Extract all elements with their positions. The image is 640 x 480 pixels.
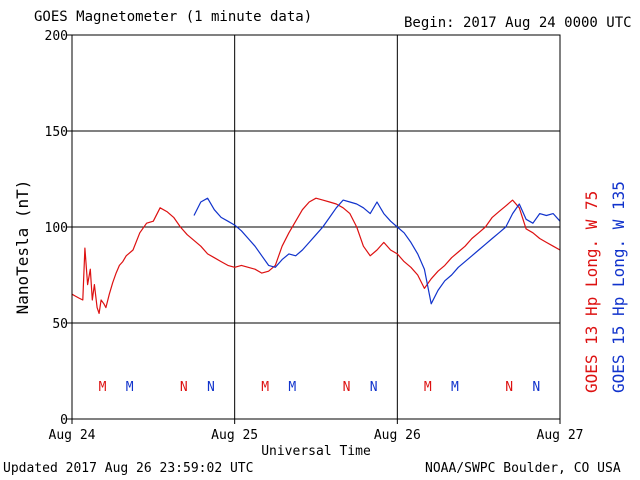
x-tick-label: Aug 25 [211, 428, 258, 443]
legend-goes15: GOES 15 Hp Long. W 135 [609, 181, 628, 393]
credit: NOAA/SWPC Boulder, CO USA [425, 461, 621, 476]
marker-n: N [505, 380, 513, 395]
marker-m: M [261, 380, 269, 395]
y-tick-label: 50 [52, 317, 68, 332]
begin-time: Begin: 2017 Aug 24 0000 UTC [404, 15, 632, 31]
marker-m: M [288, 380, 296, 395]
axes: 0 50 100 150 200 Aug 24 Aug 25 Aug 26 Aug 27 [45, 29, 584, 443]
series-lines [71, 197, 561, 314]
series-line-goes13 [71, 197, 561, 314]
marker-m: M [451, 380, 459, 395]
series-line-goes15 [193, 197, 561, 305]
marker-n: N [532, 380, 540, 395]
x-tick-label: Aug 26 [374, 428, 421, 443]
x-tick-label: Aug 24 [49, 428, 96, 443]
updated-time: Updated 2017 Aug 26 23:59:02 UTC [3, 461, 254, 476]
y-tick-label: 150 [45, 125, 68, 140]
x-axis-label: Universal Time [261, 444, 371, 459]
marker-n: N [370, 380, 378, 395]
marker-n: N [207, 380, 215, 395]
y-tick-label: 0 [60, 413, 68, 428]
y-axis-label: NanoTesla (nT) [13, 180, 32, 315]
marker-m: M [424, 380, 432, 395]
grid [72, 35, 560, 419]
y-tick-label: 100 [45, 221, 68, 236]
chart-title: GOES Magnetometer (1 minute data) [34, 9, 313, 25]
marker-n: N [180, 380, 188, 395]
marker-m: M [99, 380, 107, 395]
marker-n: N [343, 380, 351, 395]
legend-goes13: GOES 13 Hp Long. W 75 [582, 191, 601, 393]
x-tick-label: Aug 27 [537, 428, 584, 443]
marker-m: M [126, 380, 134, 395]
y-tick-label: 200 [45, 29, 68, 44]
